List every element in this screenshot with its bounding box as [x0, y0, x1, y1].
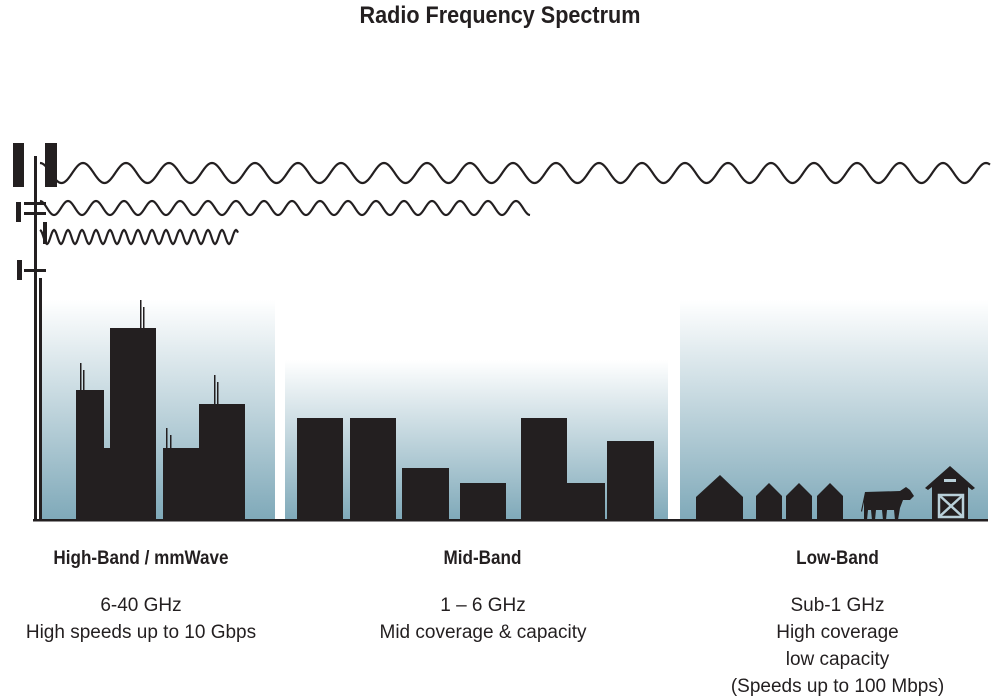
- radio-wave-icon: [39, 161, 991, 246]
- low-band-capacity: low capacity: [785, 649, 890, 670]
- mid-band-coverage: Mid coverage & capacity: [379, 622, 587, 643]
- ground-line: [33, 519, 988, 522]
- barn-icon: [925, 466, 975, 520]
- low-band-desc: Sub-1 GHz High coverage low capacity (Sp…: [700, 592, 975, 700]
- high-band-title: High-Band / mmWave: [53, 548, 229, 569]
- high-band-speed: High speeds up to 10 Gbps: [25, 622, 257, 643]
- low-band-frequency: Sub-1 GHz: [790, 595, 885, 616]
- low-band-coverage: High coverage: [776, 622, 899, 643]
- house-icon: [696, 475, 843, 520]
- high-band-desc: 6-40 GHz High speeds up to 10 Gbps: [0, 592, 282, 646]
- mid-band-desc: 1 – 6 GHz Mid coverage & capacity: [333, 592, 633, 646]
- diagram-title: Radio Frequency Spectrum: [359, 2, 641, 29]
- radio-wave-high: [39, 228, 239, 246]
- cell-tower-icon: [13, 143, 57, 520]
- city-building-icon: [76, 300, 654, 520]
- low-band-title: Low-Band: [796, 548, 879, 569]
- radio-wave-low: [39, 161, 991, 185]
- radio-wave-mid: [39, 199, 531, 217]
- high-band-frequency: 6-40 GHz: [100, 595, 182, 616]
- mid-band-title: Mid-Band: [443, 548, 522, 569]
- cow-icon: [861, 487, 914, 520]
- mid-band-frequency: 1 – 6 GHz: [440, 595, 526, 616]
- low-band-speed: (Speeds up to 100 Mbps): [730, 676, 945, 697]
